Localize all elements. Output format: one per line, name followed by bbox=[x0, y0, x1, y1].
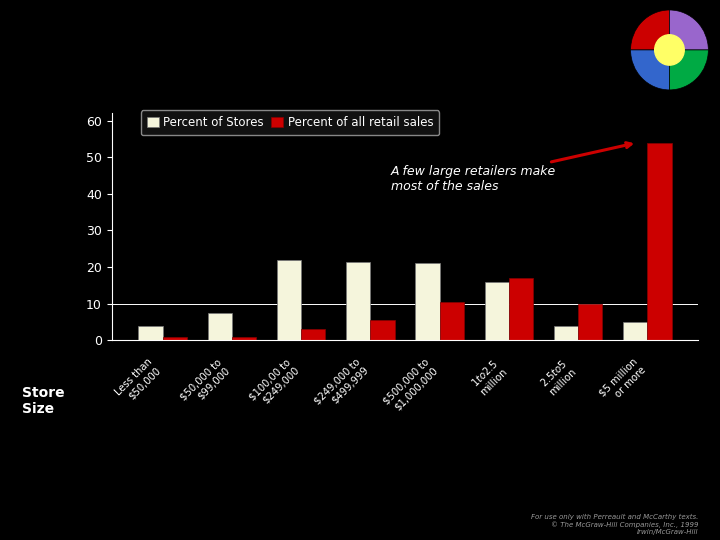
Text: A few large retailers make
most of the sales: A few large retailers make most of the s… bbox=[391, 143, 631, 193]
Wedge shape bbox=[670, 10, 708, 50]
Bar bbox=[163, 336, 186, 340]
Bar bbox=[647, 143, 672, 340]
Bar bbox=[485, 282, 509, 340]
Text: $2.5 to $5
million: $2.5 to $5 million bbox=[538, 356, 578, 397]
Bar bbox=[370, 320, 395, 340]
Wedge shape bbox=[631, 50, 670, 90]
Bar bbox=[276, 260, 301, 340]
Text: $249,000 to
$499,999: $249,000 to $499,999 bbox=[312, 356, 370, 415]
Text: $100,00 to
$249,000: $100,00 to $249,000 bbox=[248, 356, 301, 410]
Bar bbox=[232, 336, 256, 340]
Text: For use only with Perreault and McCarthy texts.
© The McGraw-Hill Companies, Inc: For use only with Perreault and McCarthy… bbox=[531, 514, 698, 535]
Bar bbox=[578, 303, 603, 340]
Bar bbox=[301, 329, 325, 340]
Text: Distribution of Stores by Size and Share of Total
U.S. Retail Sales: Distribution of Stores by Size and Share… bbox=[19, 28, 507, 69]
Bar bbox=[440, 302, 464, 340]
Text: $1 to $2.5
million: $1 to $2.5 million bbox=[469, 356, 509, 397]
Bar bbox=[554, 326, 578, 340]
Bar bbox=[415, 264, 440, 340]
Bar bbox=[346, 261, 370, 340]
Text: Store
Size: Store Size bbox=[22, 386, 64, 416]
Circle shape bbox=[654, 35, 684, 65]
Wedge shape bbox=[631, 10, 670, 50]
Text: Less than
$50,000: Less than $50,000 bbox=[113, 356, 163, 406]
Text: $50,000 to
$99,000: $50,000 to $99,000 bbox=[179, 356, 232, 410]
Bar bbox=[509, 278, 534, 340]
Text: $5 million
or more: $5 million or more bbox=[597, 356, 647, 407]
Bar bbox=[207, 313, 232, 340]
Bar bbox=[138, 326, 163, 340]
Legend: Percent of Stores, Percent of all retail sales: Percent of Stores, Percent of all retail… bbox=[141, 110, 439, 135]
Wedge shape bbox=[670, 50, 708, 90]
Text: $500,000 to
$1,000,000: $500,000 to $1,000,000 bbox=[382, 356, 440, 415]
Bar bbox=[624, 322, 647, 340]
